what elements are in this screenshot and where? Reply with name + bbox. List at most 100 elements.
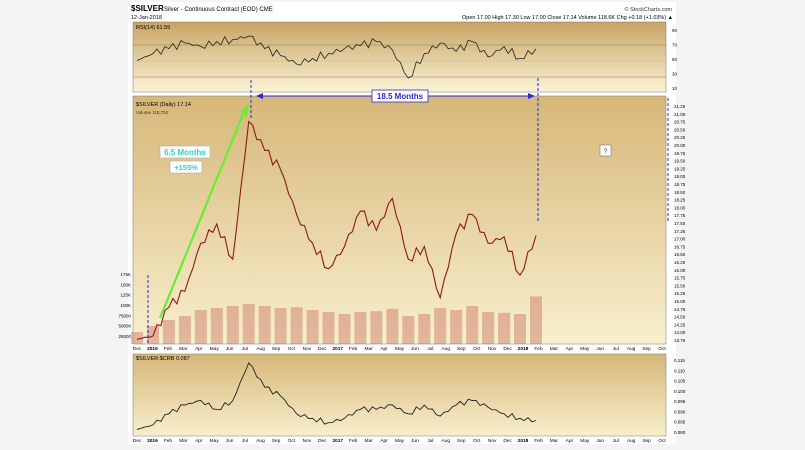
volume-bar — [338, 314, 351, 344]
header-credit: © StockCharts.com — [625, 6, 673, 13]
x-tick-label: 2016 — [147, 346, 158, 352]
x-axis-bottom: Dec 2016 Feb Mar Apr May Jun Jul Aug Sep Oct Nov Dec… — [133, 438, 667, 444]
x-tick-label: Sep — [457, 438, 466, 444]
x-tick-label: Mar — [179, 346, 188, 352]
y-tick-label: 150K — [120, 282, 131, 287]
x-axis-main: Dec 2016 Feb Mar Apr May Jun Jul Aug Sep Oct Nov Dec… — [133, 346, 667, 352]
y-tick-label: 19.00 — [674, 174, 686, 179]
y-tick-label: 15.25 — [674, 291, 686, 296]
volume-bar — [258, 306, 271, 344]
x-tick-label: Jun — [596, 438, 604, 444]
y-tick-label: 50000 — [118, 324, 131, 329]
question-label: ? — [604, 149, 608, 156]
y-tick-label: 0.080 — [674, 430, 686, 435]
x-tick-label: 2017 — [332, 346, 343, 352]
percent-label: +155% — [174, 163, 198, 172]
y-tick-label: 21.25 — [674, 104, 686, 109]
x-tick-label: Dec — [503, 438, 512, 444]
volume-label: Volume 118,752 — [136, 110, 169, 115]
x-tick-label: Aug — [442, 438, 451, 444]
y-tick-label: 14.75 — [674, 307, 686, 312]
y-tick-label: 16.25 — [674, 260, 686, 265]
y-tick-label: 18.50 — [674, 190, 686, 195]
x-tick-label: Mar — [364, 346, 373, 352]
x-tick-label: Mar — [179, 438, 188, 444]
volume-bar — [354, 312, 367, 344]
x-tick-label: Nov — [303, 346, 312, 352]
x-tick-label: 2017 — [332, 438, 343, 444]
y-tick-label: 18.75 — [674, 182, 686, 187]
y-tick-label: 20.25 — [674, 135, 686, 140]
y-tick-label: 16.00 — [674, 268, 686, 273]
y-tick-label: 50 — [672, 57, 678, 62]
x-tick-label: Jun — [226, 346, 234, 352]
y-tick-label: 70 — [672, 43, 678, 48]
x-tick-label: May — [580, 346, 590, 352]
y-tick-label: 14.25 — [674, 322, 686, 327]
volume-y-axis: 175K 150K 125K 100K 75000 50000 25000 — [118, 272, 131, 339]
volume-bar — [450, 310, 463, 344]
ratio-line — [136, 362, 537, 430]
volume-bar — [194, 310, 207, 344]
volume-bar — [402, 316, 415, 344]
x-tick-label: May — [210, 346, 220, 352]
volume-bar — [498, 312, 511, 344]
y-tick-label: 21.00 — [674, 112, 686, 117]
y-tick-label: 17.00 — [674, 237, 686, 242]
y-tick-label: 20.50 — [674, 127, 686, 132]
volume-bar — [306, 310, 319, 344]
y-tick-label: 15.00 — [674, 299, 686, 304]
y-tick-label: 0.115 — [674, 358, 685, 363]
x-tick-label: May — [395, 438, 405, 444]
price-label: $SILVER (Daily) 17.14 — [136, 102, 191, 108]
y-tick-label: 19.75 — [674, 151, 686, 156]
volume-bar — [162, 320, 175, 344]
x-tick-label: 2016 — [147, 438, 158, 444]
x-tick-label: Feb — [349, 438, 358, 444]
x-tick-label: Oct — [288, 346, 296, 352]
volume-bar — [466, 306, 479, 344]
header-stats: Open 17.00 High 17.30 Low 17.00 Close 17… — [462, 15, 673, 21]
x-tick-label: 2018 — [518, 346, 529, 352]
x-tick-label: Jul — [613, 346, 619, 352]
y-tick-label: 175K — [120, 272, 131, 277]
x-tick-label: 2018 — [518, 438, 529, 444]
header-description: Silver - Continuous Contract (EOD) CME — [164, 7, 273, 13]
months-18-box — [371, 89, 429, 103]
rsi-line — [136, 35, 537, 79]
header-date: 12-Jan-2018 — [131, 15, 162, 21]
x-tick-label: Feb — [534, 346, 543, 352]
y-tick-label: 20.75 — [674, 120, 686, 125]
months-18-label: 18.5 Months — [377, 92, 424, 101]
months-6-label: 6.5 Months — [164, 148, 206, 157]
x-tick-label: Apr — [380, 438, 388, 444]
rsi-panel: RSI(14) 61.59 90 70 50 30 10 — [132, 21, 678, 93]
volume-bar — [274, 308, 287, 344]
rally-arrow — [158, 111, 246, 319]
y-tick-label: 0.105 — [674, 379, 686, 384]
volume-bar — [418, 314, 431, 344]
x-tick-label: Oct — [658, 346, 666, 352]
y-tick-label: 90 — [672, 28, 678, 33]
y-tick-label: 25000 — [118, 334, 131, 339]
percent-box — [169, 160, 203, 174]
x-tick-label: Jul — [242, 346, 248, 352]
x-tick-label: Sep — [457, 346, 466, 352]
y-tick-label: 0.100 — [674, 389, 686, 394]
y-tick-label: 16.75 — [674, 244, 686, 249]
volume-bar — [386, 308, 399, 344]
x-tick-label: Feb — [534, 438, 543, 444]
rally-arrowhead — [240, 104, 249, 116]
x-tick-label: Jul — [427, 346, 433, 352]
y-tick-label: 0.110 — [674, 368, 685, 373]
y-tick-label: 15.50 — [674, 283, 686, 288]
x-tick-label: Jul — [427, 438, 433, 444]
x-tick-label: Sep — [642, 438, 651, 444]
x-tick-label: Jun — [411, 346, 419, 352]
volume-bar — [530, 296, 542, 344]
months-6-box — [159, 145, 211, 159]
x-tick-label: Oct — [658, 438, 666, 444]
x-tick-label: Aug — [442, 346, 451, 352]
y-tick-label: 18.25 — [674, 198, 686, 203]
